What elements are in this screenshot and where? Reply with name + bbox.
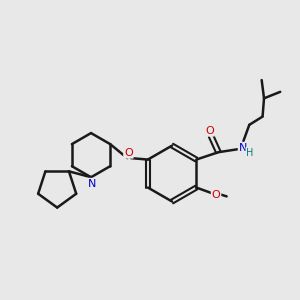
Text: O: O [124, 148, 133, 158]
Text: N: N [87, 179, 96, 189]
Text: O: O [212, 190, 220, 200]
Text: H: H [246, 148, 254, 158]
Text: O: O [205, 126, 214, 136]
Text: N: N [238, 143, 247, 153]
